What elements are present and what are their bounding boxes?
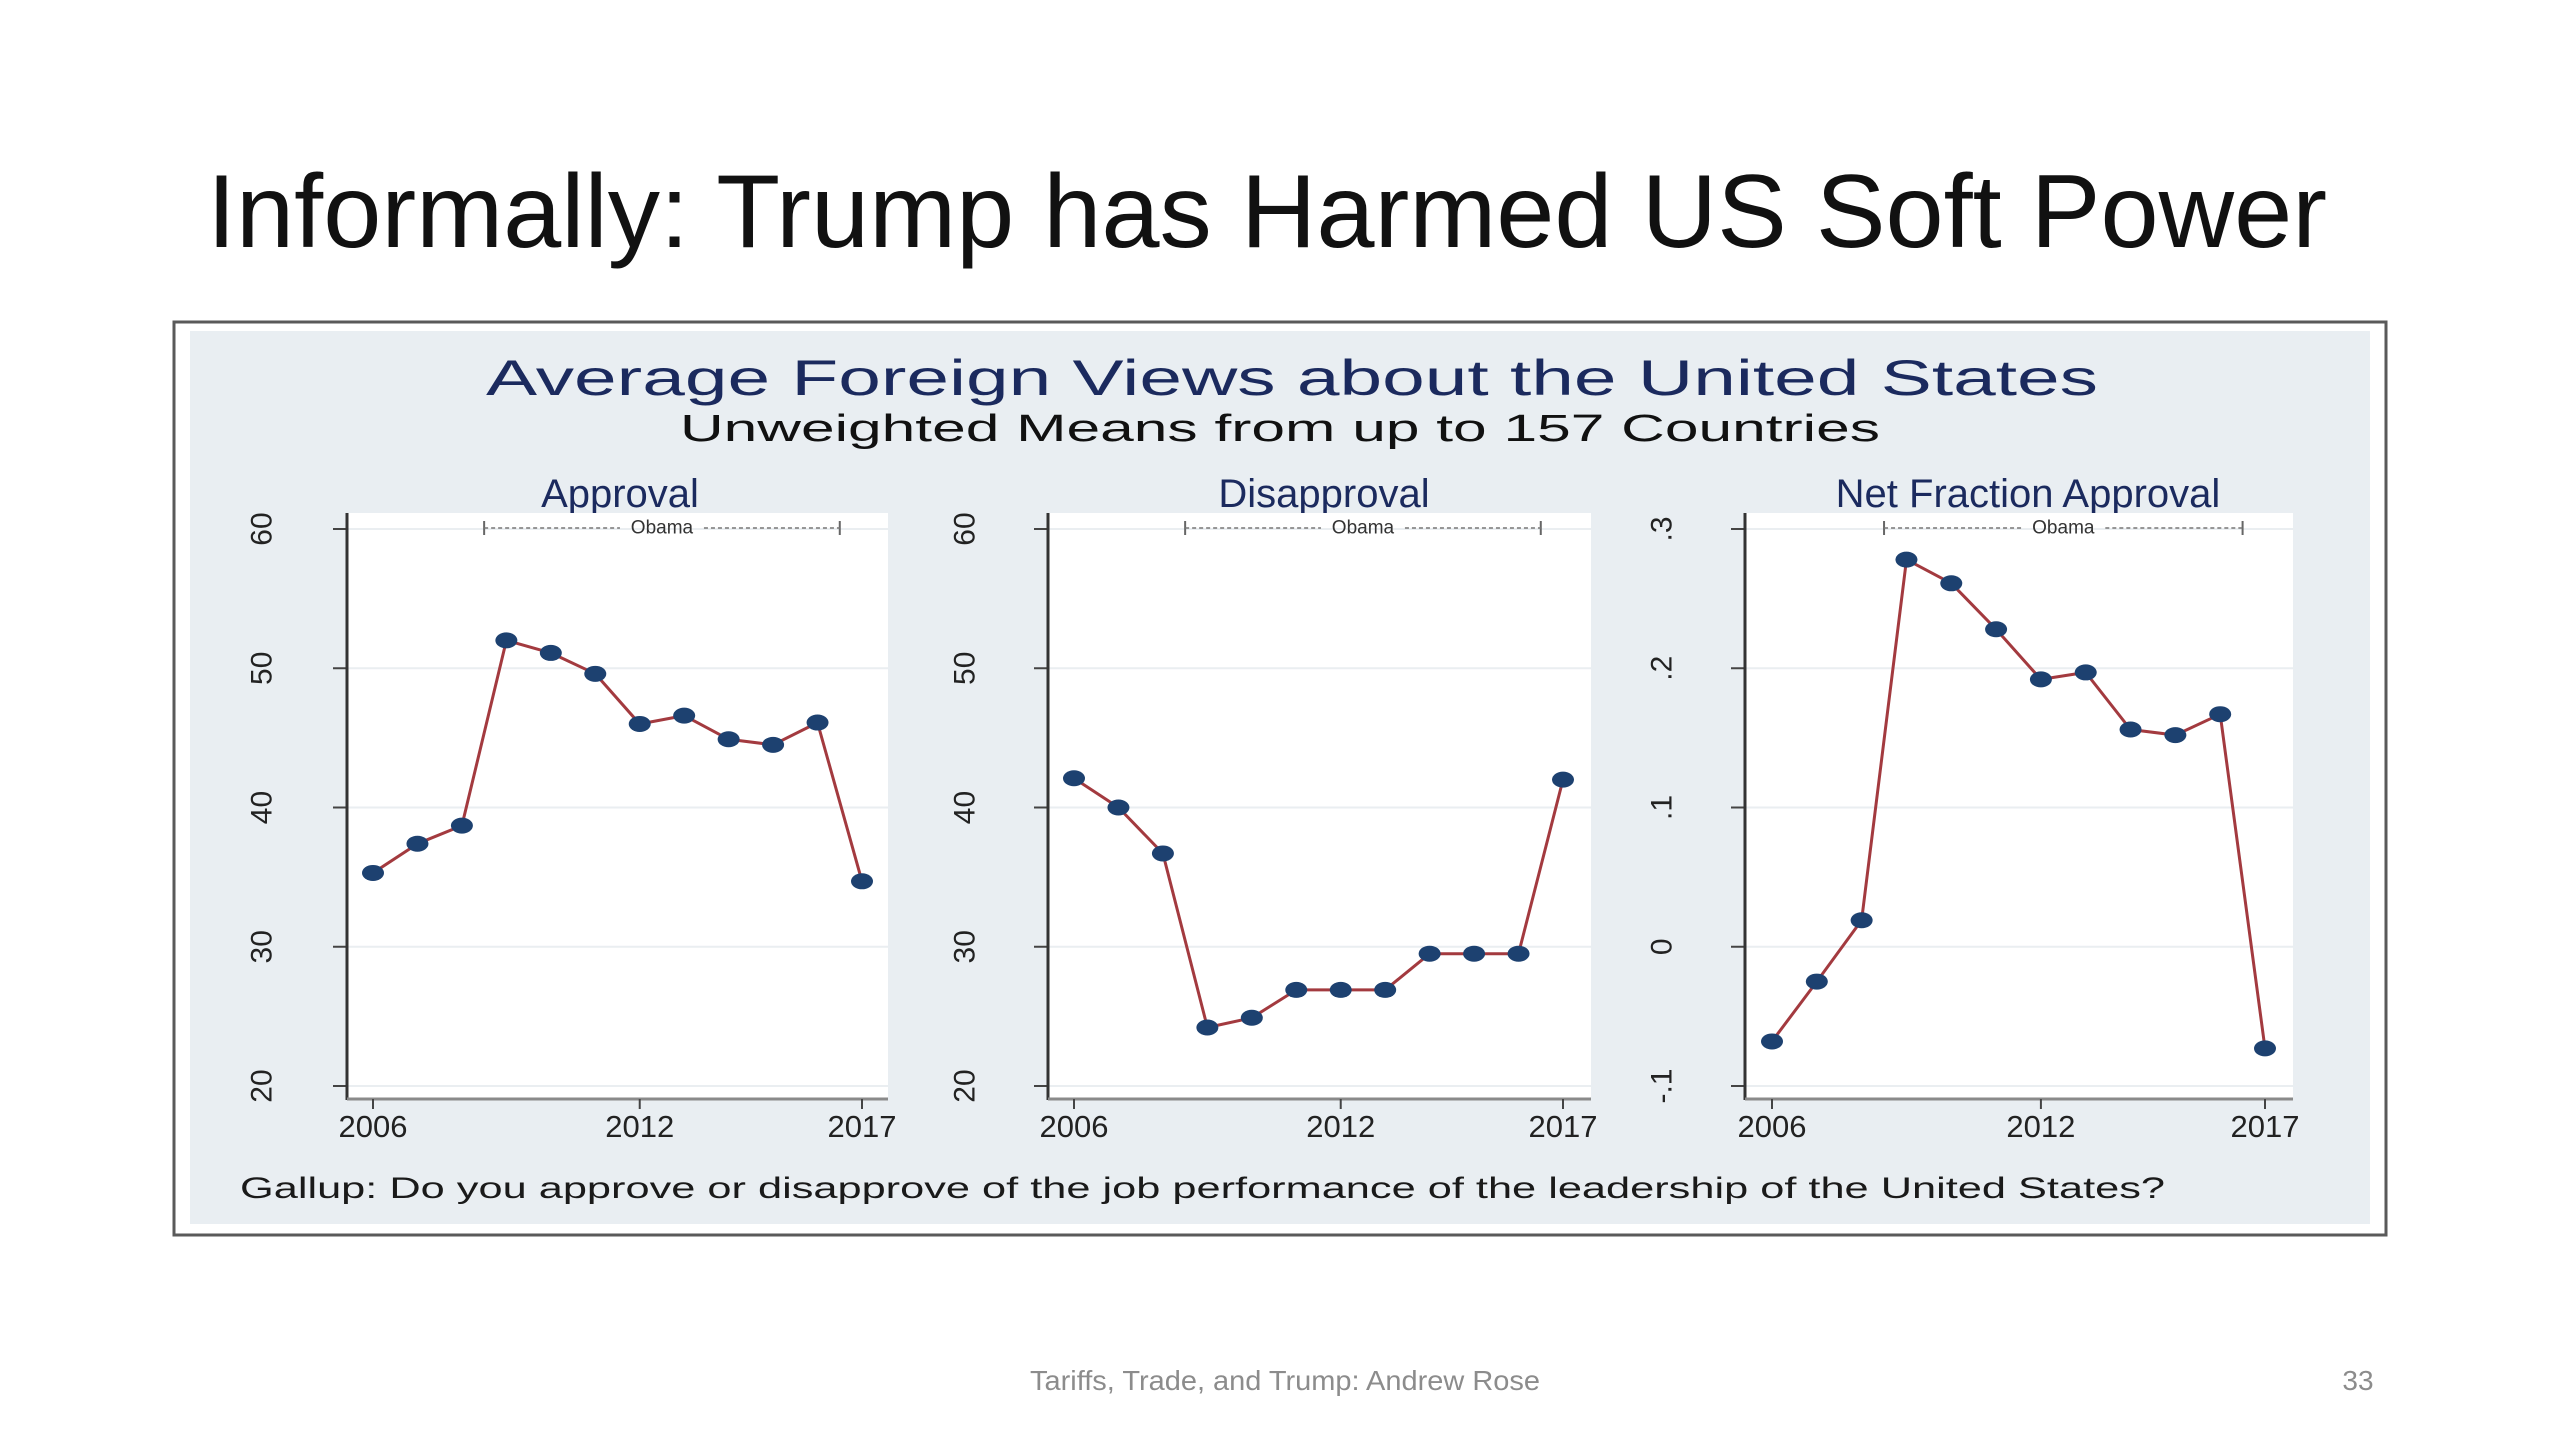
y-tick-label: 30 <box>949 930 982 963</box>
data-point <box>628 715 651 732</box>
page-number: 33 <box>2342 1365 2373 1396</box>
y-tick-label: 60 <box>246 512 279 545</box>
y-tick-label: 20 <box>246 1069 279 1102</box>
x-tick-label: 2012 <box>605 1109 674 1144</box>
figure-title: Average Foreign Views about the United S… <box>486 350 2098 406</box>
x-tick-label: 2017 <box>2231 1109 2300 1144</box>
y-tick-label: .3 <box>1646 516 1679 541</box>
data-point <box>1985 621 2008 638</box>
data-point <box>1240 1009 1263 1026</box>
data-point <box>495 632 518 649</box>
data-point <box>1418 945 1441 962</box>
data-point <box>1507 945 1530 962</box>
panel-title: Net Fraction Approval <box>1836 472 2221 516</box>
chart-net-fraction-approval: Net Fraction Approval -.1 0 .1 .2 .3 2006 2012 2… <box>1646 472 2300 1144</box>
x-tick-label: 2017 <box>828 1109 897 1144</box>
data-point <box>2074 664 2097 681</box>
data-point <box>2164 727 2187 744</box>
y-tick-label: 50 <box>949 652 982 685</box>
plot-area <box>1745 513 2293 1099</box>
data-point <box>1196 1019 1219 1036</box>
panel-title: Approval <box>541 472 699 516</box>
y-tick-label: 20 <box>949 1069 982 1102</box>
data-point <box>406 835 429 852</box>
x-tick-label: 2006 <box>1738 1109 1807 1144</box>
data-point <box>584 665 607 682</box>
y-tick-label: 50 <box>246 652 279 685</box>
data-point <box>2209 706 2232 723</box>
plot-area <box>347 513 888 1099</box>
figure-note: Gallup: Do you approve or disapprove of … <box>240 1172 2165 1205</box>
slide-title: Informally: Trump has Harmed US Soft Pow… <box>207 154 2327 270</box>
data-point <box>450 817 473 834</box>
data-point <box>1940 575 1963 592</box>
data-point <box>1285 981 1308 998</box>
y-tick-label: 40 <box>949 791 982 824</box>
chart-approval: Approval 20 30 40 50 60 2006 2012 2017 Obama <box>246 472 897 1144</box>
data-point <box>762 736 785 753</box>
data-point <box>1761 1033 1783 1050</box>
data-point <box>717 731 740 748</box>
y-tick-label: 0 <box>1646 938 1679 955</box>
data-point <box>1850 912 1873 929</box>
data-point <box>1463 945 1486 962</box>
x-tick-label: 2012 <box>1306 1109 1375 1144</box>
annotation-label: Obama <box>1332 518 1395 539</box>
data-point <box>2119 721 2142 738</box>
data-point <box>1374 981 1397 998</box>
data-point <box>673 707 696 724</box>
y-tick-label: 60 <box>949 512 982 545</box>
plot-area <box>1048 513 1591 1099</box>
data-point <box>1329 981 1352 998</box>
chart-disapproval: Disapproval 20 30 40 50 60 2006 2012 2017 Obama <box>949 472 1598 1144</box>
figure-subtitle: Unweighted Means from up to 157 Countrie… <box>680 408 1880 450</box>
data-point <box>851 873 873 890</box>
data-point <box>1107 799 1130 816</box>
data-point <box>2029 671 2052 688</box>
y-tick-label: 40 <box>246 791 279 824</box>
y-tick-label: -.1 <box>1646 1068 1679 1103</box>
data-point <box>1063 770 1085 787</box>
data-point <box>1805 973 1828 990</box>
x-tick-label: 2017 <box>1529 1109 1598 1144</box>
data-point <box>1151 845 1174 862</box>
annotation-label: Obama <box>2032 518 2095 539</box>
y-tick-label: .1 <box>1646 795 1679 820</box>
y-tick-label: 30 <box>246 930 279 963</box>
data-point <box>1895 551 1918 568</box>
x-tick-label: 2012 <box>2006 1109 2075 1144</box>
data-point <box>539 644 562 661</box>
annotation-label: Obama <box>631 518 694 539</box>
data-point <box>806 714 829 731</box>
data-point <box>1552 771 1574 788</box>
data-point <box>362 864 384 881</box>
slide-footer: Tariffs, Trade, and Trump: Andrew Rose <box>1030 1365 1540 1396</box>
x-tick-label: 2006 <box>1040 1109 1109 1144</box>
panel-title: Disapproval <box>1218 472 1429 516</box>
data-point <box>2254 1040 2276 1057</box>
x-tick-label: 2006 <box>339 1109 408 1144</box>
y-tick-label: .2 <box>1646 656 1679 681</box>
